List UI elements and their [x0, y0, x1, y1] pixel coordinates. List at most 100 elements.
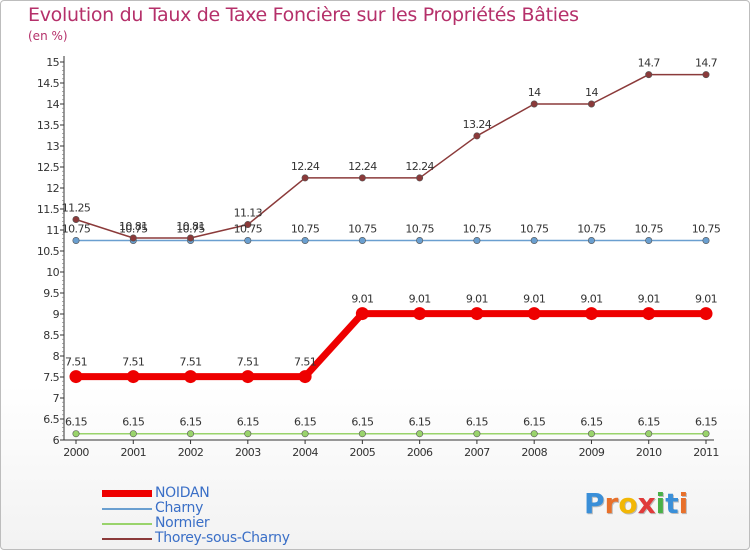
x-tick-label: 2009: [579, 446, 605, 459]
data-point-thorey-sous-charny: [301, 174, 309, 182]
data-point-charny: [244, 237, 252, 245]
data-point-noidan: [69, 370, 83, 384]
y-tick-label: 15: [46, 56, 59, 69]
data-label-normier: 6.15: [523, 416, 546, 429]
x-tick-label: 2008: [521, 446, 547, 459]
y-tick-label: 13: [46, 140, 59, 153]
data-label-noidan: 7.51: [294, 356, 316, 369]
data-label-normier: 6.15: [294, 416, 317, 429]
data-point-thorey-sous-charny: [416, 174, 424, 182]
data-label-charny: 10.75: [520, 223, 549, 236]
data-label-noidan: 9.01: [409, 293, 431, 306]
data-point-charny: [645, 237, 653, 245]
data-label-thorey-sous-charny: 14: [585, 86, 598, 99]
data-point-thorey-sous-charny: [129, 234, 137, 242]
data-label-normier: 6.15: [409, 416, 432, 429]
data-point-noidan: [298, 370, 312, 384]
data-label-thorey-sous-charny: 12.24: [348, 160, 377, 173]
data-label-charny: 10.75: [119, 223, 148, 236]
data-label-charny: 10.75: [577, 223, 606, 236]
series-line-thorey-sous-charny: [75, 73, 706, 239]
data-label-normier: 6.15: [65, 416, 88, 429]
data-label-noidan: 9.01: [695, 293, 717, 306]
y-tick-label: 9.5: [43, 287, 59, 300]
data-label-normier: 6.15: [179, 416, 202, 429]
data-label-charny: 10.75: [405, 223, 434, 236]
data-label-charny: 10.75: [463, 223, 492, 236]
data-label-normier: 6.15: [122, 416, 145, 429]
logo-letter: o: [618, 487, 638, 520]
data-label-thorey-sous-charny: 10.81: [176, 220, 205, 233]
data-label-thorey-sous-charny: 14.7: [695, 57, 718, 70]
y-tick-label: 11: [46, 224, 59, 237]
chart-unit-label: (en %): [28, 29, 68, 43]
y-tick-label: 14.5: [37, 77, 60, 90]
data-point-charny: [72, 237, 80, 245]
y-tick-label: 14: [46, 98, 59, 111]
data-point-thorey-sous-charny: [473, 132, 481, 140]
data-label-thorey-sous-charny: 12.24: [291, 160, 320, 173]
data-point-normier: [645, 430, 653, 438]
data-point-thorey-sous-charny: [72, 216, 80, 224]
legend-label-charny: Charny: [155, 500, 204, 516]
data-point-normier: [473, 430, 481, 438]
data-point-noidan: [584, 307, 598, 321]
y-tick-label: 9: [53, 308, 60, 321]
x-tick-label: 2005: [350, 446, 376, 459]
y-tick-label: 10: [46, 266, 59, 279]
logo-letter: x: [637, 487, 656, 520]
data-label-noidan: 7.51: [237, 356, 259, 369]
data-point-thorey-sous-charny: [645, 71, 653, 79]
data-label-noidan: 9.01: [523, 293, 545, 306]
chart-axes: 6 6.5 7 7.5 8 8.5 9 9.5 10 10.5 11 11.5 12 12.5 13 13.5…: [37, 56, 719, 459]
legend-label-thorey-sous-charny: Thorey-sous-Charny: [155, 530, 290, 546]
logo-letter: i: [655, 487, 666, 520]
data-label-normier: 6.15: [351, 416, 374, 429]
y-tick-label: 7.5: [43, 371, 59, 384]
data-point-thorey-sous-charny: [702, 71, 710, 79]
y-tick-label: 6.5: [43, 413, 59, 426]
data-label-charny: 10.75: [634, 223, 663, 236]
series-line-noidan: [76, 310, 706, 381]
data-label-charny: 10.75: [176, 223, 205, 236]
y-tick-label: 8: [53, 350, 60, 363]
data-label-charny: 10.75: [291, 223, 320, 236]
y-tick-label: 13.5: [37, 119, 60, 132]
data-label-thorey-sous-charny: 14.7: [638, 57, 661, 70]
data-label-thorey-sous-charny: 12.24: [405, 160, 434, 173]
logo-letter: r: [604, 487, 619, 520]
chart-title: Evolution du Taux de Taxe Foncière sur l…: [28, 4, 579, 26]
data-label-thorey-sous-charny: 13.24: [463, 118, 492, 131]
logo-letter: t: [665, 487, 679, 520]
chart-data-labels: 6.15 6.15 6.15 6.15 6.15 6.15 6.15 6.15 6.15 6.15…: [62, 57, 722, 429]
y-tick-label: 12.5: [37, 161, 60, 174]
legend-label-normier: Normier: [155, 515, 210, 531]
legend-swatch-normier: [102, 523, 152, 525]
data-point-charny: [301, 237, 309, 245]
data-point-charny: [473, 237, 481, 245]
x-tick-label: 2006: [407, 446, 433, 459]
data-point-charny: [530, 237, 538, 245]
data-point-normier: [187, 430, 195, 438]
data-label-noidan: 9.01: [580, 293, 602, 306]
data-point-thorey-sous-charny: [244, 221, 252, 229]
data-label-thorey-sous-charny: 10.81: [119, 220, 148, 233]
data-label-thorey-sous-charny: 14: [528, 86, 541, 99]
x-tick-label: 2011: [693, 446, 719, 459]
data-point-thorey-sous-charny: [187, 234, 195, 242]
data-label-thorey-sous-charny: 11.25: [62, 202, 91, 215]
data-label-charny: 10.75: [348, 223, 377, 236]
data-point-thorey-sous-charny: [358, 174, 366, 182]
data-point-normier: [244, 430, 252, 438]
y-tick-label: 10.5: [37, 245, 60, 258]
data-point-normier: [702, 430, 710, 438]
y-tick-label: 8.5: [43, 329, 59, 342]
y-tick-label: 7: [53, 392, 60, 405]
data-label-charny: 10.75: [62, 223, 91, 236]
data-point-normier: [129, 430, 137, 438]
data-point-noidan: [470, 307, 484, 321]
data-point-noidan: [413, 307, 427, 321]
data-point-charny: [416, 237, 424, 245]
